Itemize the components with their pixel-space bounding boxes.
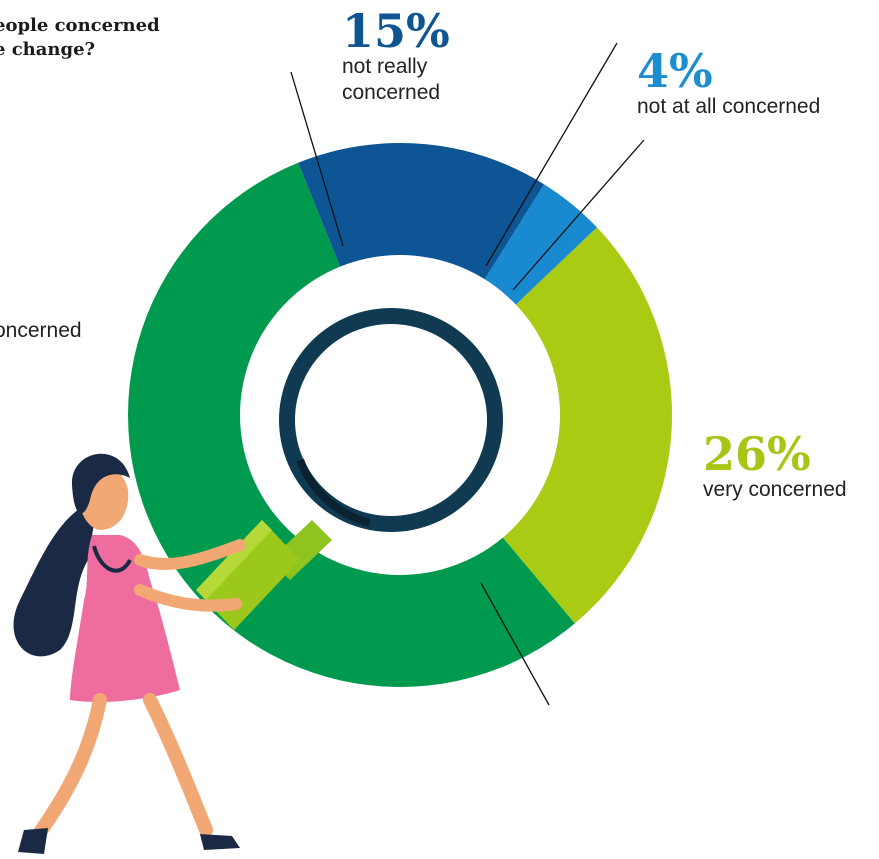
magnifying-glass-icon	[196, 308, 503, 630]
label-not-really-percent: 15%	[342, 4, 450, 58]
leader-line-not-at-all-b	[512, 139, 645, 291]
title-line-2: e change?	[0, 39, 96, 60]
title-line-1: eople concerned	[0, 15, 160, 36]
label-not-really-concerned: 15% not really concerned	[342, 8, 482, 106]
donut-slice-very-concerned	[502, 227, 672, 624]
label-left-partial: oncerned	[0, 319, 82, 342]
leader-line-left	[480, 582, 550, 706]
leader-line-not-really	[290, 71, 344, 247]
chart-title: eople concerned e change?	[0, 14, 224, 62]
donut-slice-not-at-all-concerned	[484, 184, 597, 305]
label-not-really-text: not really concerned	[342, 55, 441, 104]
leader-line-not-at-all-a	[485, 42, 618, 267]
label-not-at-all-concerned: 4% not at all concerned	[637, 48, 820, 120]
label-not-at-all-text: not at all concerned	[637, 95, 821, 118]
donut-slice-not-really-concerned	[298, 142, 545, 280]
woman-figure-icon	[13, 453, 246, 854]
label-very-percent: 26%	[703, 427, 811, 481]
label-not-at-all-percent: 4%	[637, 44, 713, 98]
label-very-text: very concerned	[703, 478, 847, 501]
label-very-concerned: 26% very concerned	[703, 431, 847, 503]
